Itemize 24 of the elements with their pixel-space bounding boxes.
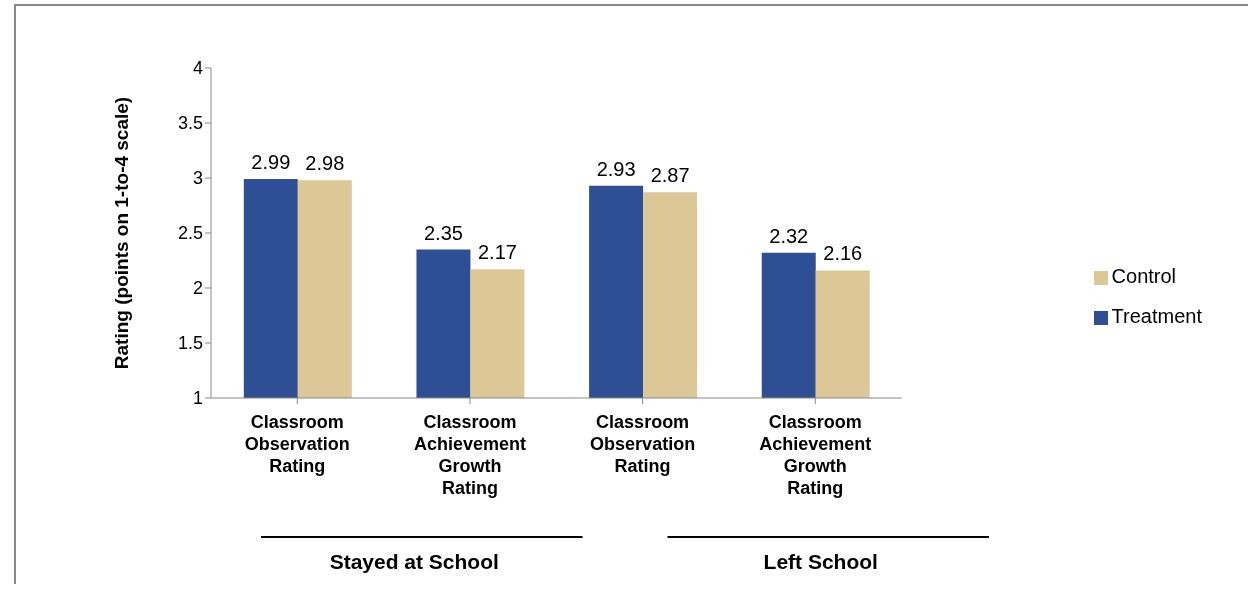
x-tick-label: Classroom Observation Rating bbox=[590, 412, 696, 476]
data-label: 2.93 bbox=[596, 157, 636, 180]
y-tick-label: 3 bbox=[192, 168, 203, 189]
text: Left School bbox=[763, 550, 878, 573]
data-label: 2.35 bbox=[423, 221, 463, 244]
y-tick-label: 3.5 bbox=[177, 113, 203, 134]
y-tick-label: 4 bbox=[192, 58, 203, 79]
y-tick-label: 1 bbox=[192, 388, 203, 409]
y-tick-label: 2 bbox=[192, 278, 203, 299]
text: Stayed at School bbox=[329, 550, 499, 573]
data-label: 2.17 bbox=[477, 241, 517, 264]
data-label: 2.16 bbox=[823, 242, 863, 265]
legend-label: Control bbox=[1111, 265, 1177, 287]
y-tick-label: 2.5 bbox=[177, 223, 203, 244]
data-label: 2.99 bbox=[251, 151, 291, 174]
y-tick-label: 1.5 bbox=[177, 333, 203, 354]
y-axis-title: Rating (points on 1-to-4 scale) bbox=[110, 96, 132, 370]
x-tick-label: Classroom Achievement Growth Rating bbox=[759, 412, 872, 498]
data-label: 2.32 bbox=[769, 224, 809, 247]
x-tick-label: Classroom Observation Rating bbox=[244, 412, 350, 476]
x-tick-label: Classroom Achievement Growth Rating bbox=[413, 412, 526, 498]
data-label: 2.98 bbox=[305, 152, 345, 175]
legend-label: Treatment bbox=[1111, 305, 1202, 327]
data-label: 2.87 bbox=[650, 164, 690, 187]
